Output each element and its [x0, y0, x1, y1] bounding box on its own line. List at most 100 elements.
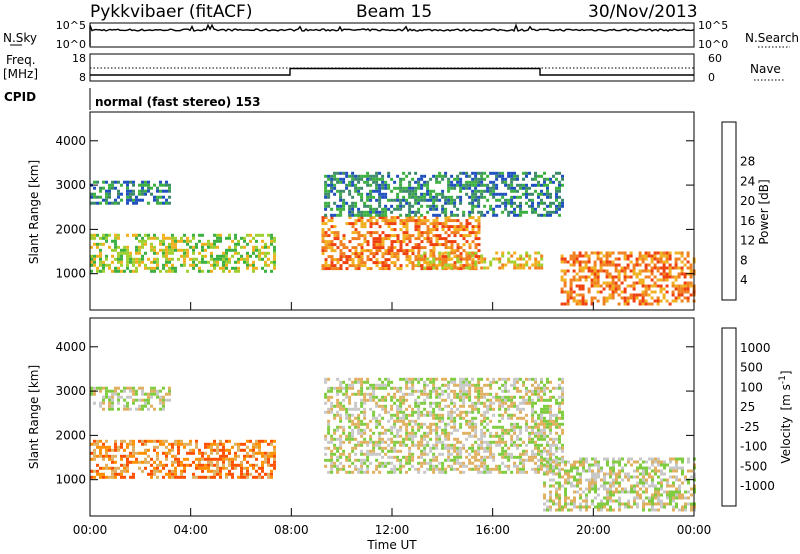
echo-cell: [567, 475, 570, 479]
echo-cell: [348, 383, 352, 387]
echo-cell: [435, 386, 439, 390]
echo-cell: [366, 231, 370, 235]
echo-cell: [507, 186, 511, 190]
echo-cell: [330, 267, 334, 271]
echo-cell: [609, 466, 612, 470]
echo-cell: [399, 246, 403, 250]
echo-cell: [102, 407, 105, 411]
echo-cell: [372, 449, 376, 453]
echo-cell: [522, 383, 525, 387]
echo-cell: [543, 407, 546, 411]
echo-cell: [675, 475, 678, 479]
echo-cell: [429, 252, 433, 256]
echo-cell: [456, 449, 460, 453]
echo-cell: [552, 437, 555, 441]
echo-cell: [354, 228, 358, 232]
echo-cell: [558, 425, 561, 429]
echo-cell: [477, 171, 481, 175]
echo-cell: [396, 440, 400, 444]
echo-cell: [414, 180, 418, 184]
echo-cell: [384, 192, 388, 196]
echo-cell: [588, 469, 591, 473]
echo-cell: [378, 377, 382, 381]
echo-cell: [336, 413, 340, 417]
echo-cell: [684, 475, 687, 479]
echo-cell: [549, 410, 552, 414]
echo-cell: [683, 263, 687, 267]
echo-cell: [468, 422, 472, 426]
echo-cell: [549, 461, 552, 465]
echo-cell: [659, 284, 663, 288]
echo-cell: [447, 177, 451, 181]
echo-cell: [489, 440, 493, 444]
echo-cell: [417, 237, 421, 241]
echo-cell: [180, 469, 183, 473]
echo-cell: [222, 260, 225, 264]
echo-cell: [549, 380, 552, 384]
echo-cell: [438, 234, 442, 238]
echo-cell: [581, 293, 585, 297]
echo-cell: [372, 246, 376, 250]
echo-cell: [654, 472, 657, 476]
echo-cell: [417, 186, 421, 190]
echo-cell: [138, 451, 141, 455]
echo-cell: [147, 398, 150, 402]
echo-cell: [411, 192, 415, 196]
echo-cell: [372, 216, 376, 220]
echo-cell: [339, 389, 343, 393]
echo-cell: [411, 261, 415, 265]
echo-cell: [159, 460, 162, 464]
echo-cell: [644, 269, 648, 273]
echo-cell: [372, 207, 376, 211]
echo-cell: [669, 502, 672, 506]
echo-cell: [180, 460, 183, 464]
echo-cell: [399, 207, 403, 211]
echo-cell: [360, 404, 364, 408]
echo-cell: [225, 448, 228, 452]
echo-cell: [399, 407, 403, 411]
echo-cell: [498, 395, 502, 399]
echo-cell: [168, 389, 171, 393]
echo-cell: [507, 260, 511, 264]
echo-cell: [627, 490, 630, 494]
echo-cell: [402, 198, 406, 202]
echo-cell: [681, 505, 684, 509]
echo-cell: [573, 466, 576, 470]
echo-cell: [363, 431, 367, 435]
echo-cell: [150, 469, 153, 473]
echo-cell: [477, 257, 481, 261]
echo-cell: [468, 266, 472, 270]
echo-cell: [390, 467, 394, 471]
echo-cell: [339, 440, 343, 444]
echo-cell: [264, 242, 267, 246]
echo-cell: [417, 195, 421, 199]
echo-cell: [270, 239, 273, 243]
colorbar-tick-label: 4: [740, 273, 748, 287]
echo-cell: [387, 258, 391, 262]
echo-cell: [456, 440, 460, 444]
echo-cell: [605, 299, 609, 303]
echo-cell: [330, 449, 334, 453]
echo-cell: [375, 422, 379, 426]
echo-cell: [393, 464, 397, 468]
echo-cell: [471, 467, 475, 471]
echo-cell: [132, 451, 135, 455]
echo-cell: [354, 446, 358, 450]
echo-cell: [324, 243, 328, 247]
echo-cell: [390, 398, 394, 402]
echo-cell: [360, 261, 364, 265]
echo-cell: [345, 392, 349, 396]
echo-cell: [138, 398, 141, 402]
echo-cell: [579, 481, 582, 485]
echo-cell: [435, 389, 439, 393]
echo-cell: [357, 213, 361, 217]
echo-cell: [540, 449, 543, 453]
echo-cell: [438, 171, 442, 175]
echo-cell: [644, 290, 648, 294]
echo-cell: [501, 461, 505, 465]
echo-cell: [414, 228, 418, 232]
echo-cell: [402, 225, 406, 229]
echo-cell: [636, 466, 639, 470]
echo-cell: [93, 454, 96, 458]
echo-cell: [123, 180, 126, 184]
